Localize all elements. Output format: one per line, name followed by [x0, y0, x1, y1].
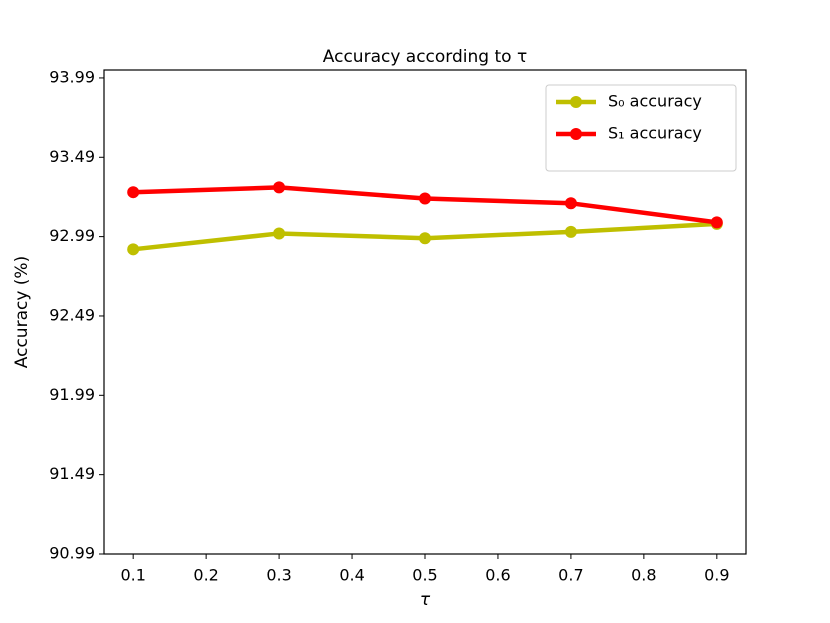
y-tick-label: 92.49 — [49, 305, 95, 324]
legend-label: S₀ accuracy — [608, 92, 702, 111]
x-tick-label: 0.9 — [704, 566, 729, 585]
x-axis-label: τ — [420, 590, 431, 610]
x-tick-label: 0.7 — [558, 566, 583, 585]
data-point — [419, 232, 431, 245]
data-point — [127, 186, 140, 199]
legend-marker — [570, 128, 582, 140]
legend-marker — [570, 96, 582, 108]
data-point — [273, 181, 286, 194]
y-tick-label: 93.99 — [49, 67, 95, 86]
x-tick-label: 0.1 — [120, 566, 145, 585]
data-point — [127, 243, 140, 256]
y-tick-label: 91.49 — [49, 464, 95, 483]
data-point — [564, 225, 577, 238]
data-point — [419, 192, 431, 205]
y-tick-label: 91.99 — [49, 385, 95, 404]
x-tick-label: 0.2 — [193, 566, 218, 585]
legend-box — [545, 84, 737, 172]
plot-frame — [103, 69, 747, 555]
x-tick-label: 0.8 — [631, 566, 656, 585]
data-point — [564, 197, 577, 210]
legend-label: S₁ accuracy — [608, 124, 702, 143]
y-tick-label: 93.49 — [49, 147, 95, 166]
x-tick-label: 0.5 — [412, 566, 437, 585]
data-point — [710, 216, 723, 229]
x-tick-label: 0.4 — [339, 566, 364, 585]
x-tick-label: 0.6 — [485, 566, 510, 585]
y-tick-label: 90.99 — [49, 544, 95, 563]
y-axis-label: Accuracy (%) — [12, 256, 32, 368]
x-tick-label: 0.3 — [266, 566, 291, 585]
chart-title: Accuracy according to τ — [323, 47, 527, 67]
data-point — [273, 227, 286, 240]
y-tick-label: 92.99 — [49, 226, 95, 245]
